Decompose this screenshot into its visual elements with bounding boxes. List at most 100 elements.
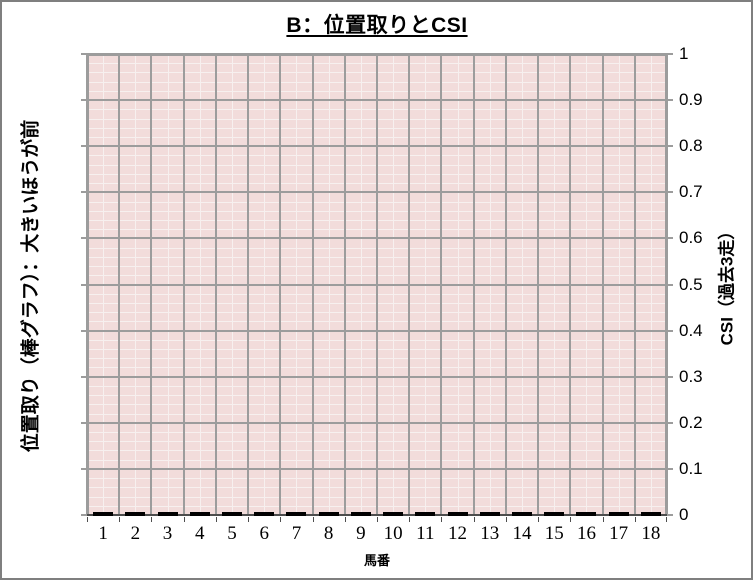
x-tick-label: 16 <box>576 523 596 544</box>
x-tick-mark <box>119 517 121 522</box>
x-tick-mark <box>505 517 507 522</box>
x-tick-label: 3 <box>162 523 173 544</box>
y-right-tick-mark <box>667 514 673 516</box>
x-tick-mark <box>473 517 475 522</box>
x-tick-mark <box>441 517 443 522</box>
y-right-tick-mark <box>667 375 673 378</box>
x-tick-label: 9 <box>356 523 366 544</box>
y-right-tick-label: 0.2 <box>679 412 703 432</box>
x-tick-label: 12 <box>448 523 468 544</box>
x-tick-mark <box>280 517 282 522</box>
gridline-major-v <box>182 54 185 515</box>
bar <box>189 512 210 516</box>
y-right-tick-label: 0.3 <box>679 366 703 386</box>
y-right-tick-mark <box>667 99 673 102</box>
gridline-major-v <box>376 54 378 515</box>
y-left-tick-mark <box>81 145 87 148</box>
bar <box>544 512 565 516</box>
bar <box>93 512 114 516</box>
x-axis-title: 馬番 <box>363 553 390 568</box>
y-right-tick-mark <box>667 237 673 240</box>
y-right-tick-label: 0.9 <box>679 90 703 110</box>
y-right-tick-mark <box>667 421 673 424</box>
y-right-tick-label: 0.5 <box>679 274 703 294</box>
x-tick-mark <box>248 517 250 522</box>
bar <box>318 512 339 516</box>
x-tick-mark <box>183 517 185 522</box>
plot-area <box>81 53 673 522</box>
gridline-major-v <box>440 54 443 515</box>
x-tick-label: 4 <box>195 523 205 544</box>
gridline-major-v <box>633 54 636 515</box>
x-tick-mark <box>215 517 217 522</box>
x-tick-label: 15 <box>544 523 564 544</box>
bar <box>254 512 275 516</box>
x-tick-mark <box>344 517 346 522</box>
gridline-major-v <box>311 54 314 515</box>
x-tick-label: 7 <box>291 523 302 544</box>
y-left-tick-mark <box>81 467 87 470</box>
x-tick-label: 6 <box>259 523 269 544</box>
y-left-tick-mark <box>81 421 87 424</box>
y-left-tick-mark <box>81 191 87 194</box>
y-right-tick-mark <box>667 145 673 148</box>
x-tick-mark <box>570 517 572 522</box>
gridline-major-v <box>537 54 540 515</box>
bar <box>383 512 404 516</box>
x-tick-mark <box>538 517 540 522</box>
gridline-major-v <box>408 54 411 515</box>
gridline-major-v <box>504 54 507 515</box>
x-tick-label: 2 <box>130 523 141 544</box>
y-right-tick-mark <box>667 53 673 55</box>
y-left-tick-mark <box>81 283 87 286</box>
y-right-tick-label: 0 <box>679 505 689 524</box>
y-right-tick-label: 1 <box>679 44 689 63</box>
gridline-major-v <box>601 54 604 515</box>
bar <box>286 512 307 516</box>
y-left-tick-mark <box>81 99 87 102</box>
y-right-tick-label: 0.8 <box>679 136 703 156</box>
x-axis-line <box>87 514 667 516</box>
bar <box>157 512 178 516</box>
gridline-major-v <box>214 54 217 515</box>
y-right-tick-label: 0.6 <box>679 228 703 248</box>
x-tick-label: 18 <box>641 523 661 544</box>
bar <box>512 512 532 516</box>
x-tick-label: 5 <box>227 523 237 544</box>
x-tick-mark <box>634 517 636 522</box>
chart-title: B：位置取りとCSI <box>286 14 468 37</box>
bar <box>125 512 146 516</box>
x-tick-label: 8 <box>323 523 334 544</box>
x-tick-mark <box>666 517 667 522</box>
gridline-major-v <box>343 54 346 515</box>
y-right-tick-mark <box>667 283 673 286</box>
x-tick-mark <box>312 517 314 522</box>
gridline-major-v <box>247 54 250 515</box>
y-left-tick-mark <box>81 329 87 332</box>
x-tick-mark <box>151 517 153 522</box>
x-tick-mark <box>602 517 604 522</box>
gridline-major-v <box>665 54 667 515</box>
y-axis-right-title: CSI（過去3走） <box>717 222 737 346</box>
gridline-major-v <box>569 54 572 515</box>
bar <box>479 512 500 516</box>
x-tick-mark <box>87 517 88 522</box>
x-tick-label: 17 <box>609 523 629 544</box>
bar <box>415 512 436 516</box>
bar <box>350 512 371 516</box>
y-left-tick-mark <box>81 375 87 378</box>
y-right-tick-label: 0.1 <box>679 458 703 478</box>
x-tick-label: 14 <box>512 523 532 544</box>
gridline-major-v <box>87 54 89 515</box>
bar <box>608 512 629 516</box>
y-axis-left-title: 位置取り（棒グラフ）：大きいほうが前 <box>20 119 42 453</box>
y-left-tick-mark <box>81 53 87 55</box>
x-tick-mark <box>377 517 378 522</box>
bar <box>640 512 661 516</box>
x-tick-label: 10 <box>383 523 403 544</box>
gridline-major-v <box>150 54 153 515</box>
x-tick-mark <box>409 517 411 522</box>
x-tick-label: 13 <box>480 523 500 544</box>
gridline-major-v <box>472 54 475 515</box>
